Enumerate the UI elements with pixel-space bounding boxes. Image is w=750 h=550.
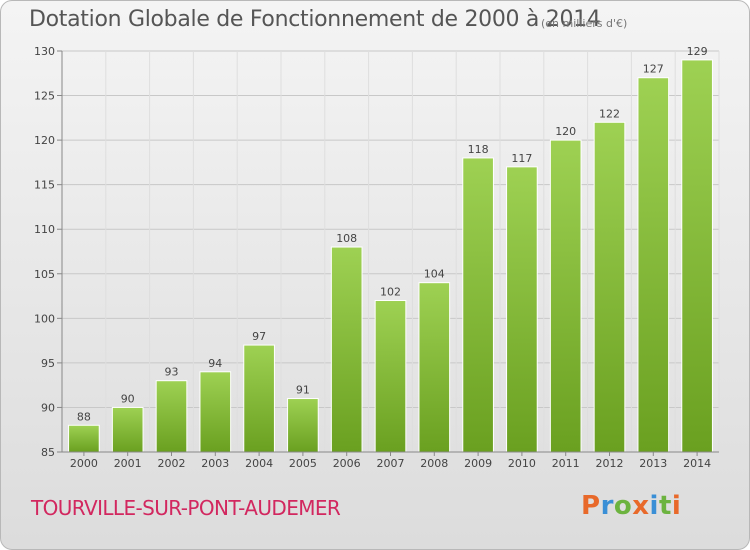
data-label: 90 (121, 392, 135, 405)
x-tick-label: 2005 (289, 457, 317, 470)
data-label: 117 (511, 152, 532, 165)
bar (155, 380, 188, 453)
bar (111, 406, 144, 453)
x-tick-label: 2010 (508, 457, 536, 470)
bar (418, 282, 451, 453)
data-label: 97 (252, 330, 266, 343)
y-tick-label: 120 (34, 134, 55, 147)
logo-letter: i (649, 491, 659, 521)
bar (593, 121, 626, 453)
bar (287, 398, 319, 453)
x-tick-label: 2006 (333, 457, 361, 470)
data-label: 104 (424, 268, 445, 281)
x-tick-label: 2003 (201, 457, 229, 470)
bars (68, 59, 713, 453)
x-tick-label: 2013 (639, 457, 667, 470)
proxiti-logo: Proxiti (581, 491, 681, 521)
bar (68, 424, 100, 453)
logo-letter: P (581, 491, 601, 521)
data-label: 127 (643, 63, 664, 76)
y-tick-label: 115 (34, 179, 55, 192)
x-tick-label: 2004 (245, 457, 273, 470)
y-tick-label: 110 (34, 223, 55, 236)
y-tick-label: 100 (34, 312, 55, 325)
y-tick-label: 105 (34, 268, 55, 281)
chart-title: Dotation Globale de Fonctionnement de 20… (29, 7, 601, 32)
bar (637, 77, 670, 453)
bar (549, 139, 582, 453)
bar (243, 344, 275, 453)
data-label: 118 (468, 143, 489, 156)
chart-subtitle: (en milliers d'€) (541, 17, 628, 30)
y-tick-label: 85 (41, 446, 55, 459)
data-label: 93 (165, 366, 179, 379)
x-tick-label: 2008 (420, 457, 448, 470)
logo-letter: t (658, 491, 672, 521)
axes: 85 90 95 100 105 110 115 120 125 130 2000 2001 2002 2… (34, 45, 719, 470)
data-label: 88 (77, 410, 91, 423)
bar (330, 246, 363, 453)
bar (199, 371, 232, 453)
logo-letter: i (671, 491, 682, 521)
data-label: 122 (599, 107, 620, 120)
data-label: 120 (555, 125, 576, 138)
data-label: 91 (296, 384, 310, 397)
data-label: 129 (687, 45, 708, 58)
bar (681, 59, 713, 453)
commune-name: TOURVILLE-SUR-PONT-AUDEMER (31, 496, 341, 520)
data-label: 108 (336, 232, 357, 245)
y-tick-label: 125 (34, 90, 55, 103)
y-tick-label: 90 (41, 401, 55, 414)
x-tick-label: 2014 (683, 457, 711, 470)
x-tick-label: 2011 (552, 457, 580, 470)
x-tick-label: 2009 (464, 457, 492, 470)
logo-letter: x (632, 491, 650, 521)
x-tick-label: 2001 (114, 457, 142, 470)
data-label: 94 (208, 357, 222, 370)
y-tick-label: 130 (34, 45, 55, 58)
data-label: 102 (380, 286, 401, 299)
bar (462, 157, 494, 453)
y-tick-label: 95 (41, 357, 55, 370)
x-tick-label: 2007 (377, 457, 405, 470)
data-labels: 88 90 93 94 97 91 108 102 104 118 117 120 122 127 129 (77, 45, 708, 423)
logo-letter: o (613, 491, 633, 521)
x-tick-label: 2012 (596, 457, 624, 470)
bar (506, 166, 538, 453)
logo-letter: r (600, 491, 614, 521)
x-tick-label: 2002 (158, 457, 186, 470)
x-tick-label: 2000 (70, 457, 98, 470)
bar (374, 300, 407, 453)
